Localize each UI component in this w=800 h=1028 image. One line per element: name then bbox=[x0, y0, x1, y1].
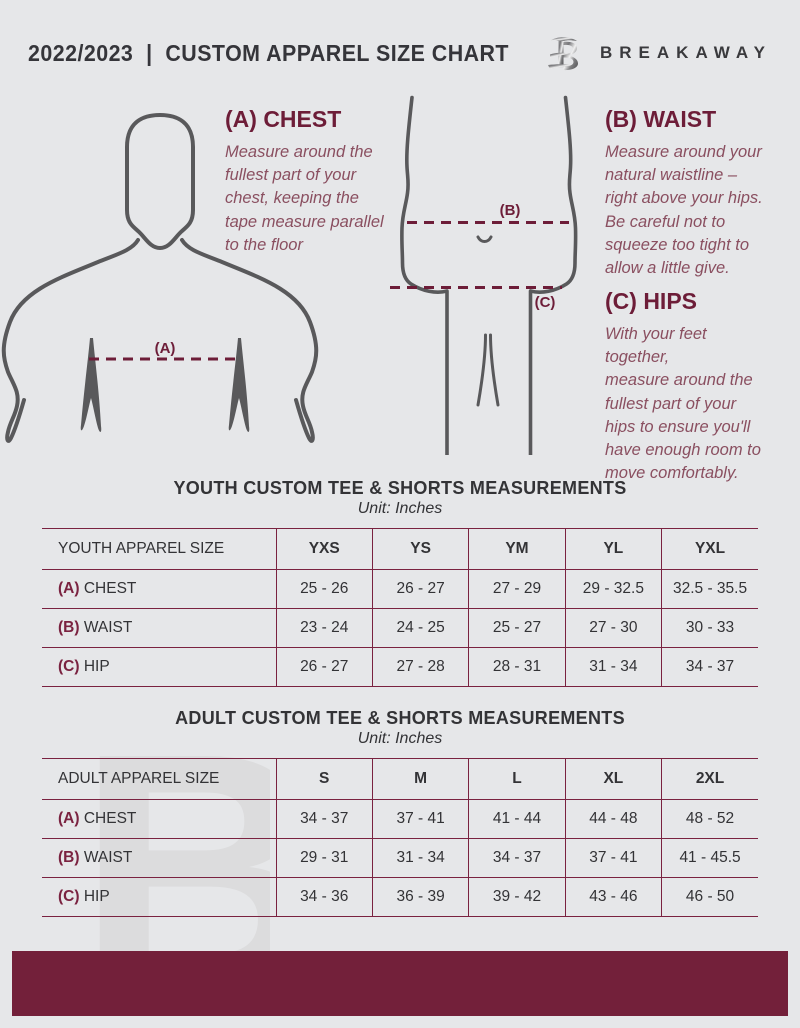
svg-text:(A): (A) bbox=[155, 340, 176, 357]
svg-text:(B): (B) bbox=[500, 202, 521, 219]
svg-text:(C): (C) bbox=[535, 294, 556, 311]
